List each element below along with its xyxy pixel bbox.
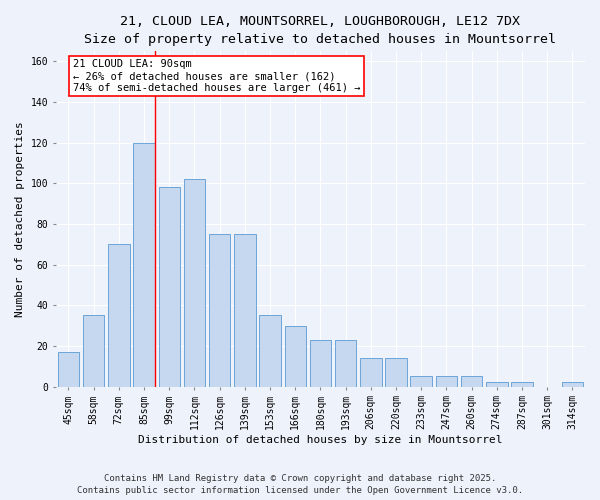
Bar [486, 382, 508, 386]
Bar [158, 188, 180, 386]
Bar [209, 234, 230, 386]
Bar [284, 326, 306, 386]
Text: 21 CLOUD LEA: 90sqm
← 26% of detached houses are smaller (162)
74% of semi-detac: 21 CLOUD LEA: 90sqm ← 26% of detached ho… [73, 60, 361, 92]
Bar [410, 376, 432, 386]
Bar [184, 180, 205, 386]
Bar [335, 340, 356, 386]
Text: Contains HM Land Registry data © Crown copyright and database right 2025.
Contai: Contains HM Land Registry data © Crown c… [77, 474, 523, 495]
Bar [58, 352, 79, 386]
Bar [83, 316, 104, 386]
Bar [461, 376, 482, 386]
Title: 21, CLOUD LEA, MOUNTSORREL, LOUGHBOROUGH, LE12 7DX
Size of property relative to : 21, CLOUD LEA, MOUNTSORREL, LOUGHBOROUGH… [85, 15, 556, 46]
Bar [511, 382, 533, 386]
Bar [562, 382, 583, 386]
Bar [259, 316, 281, 386]
Bar [108, 244, 130, 386]
Bar [234, 234, 256, 386]
Bar [310, 340, 331, 386]
Y-axis label: Number of detached properties: Number of detached properties [15, 121, 25, 317]
X-axis label: Distribution of detached houses by size in Mountsorrel: Distribution of detached houses by size … [138, 435, 503, 445]
Bar [385, 358, 407, 386]
Bar [133, 143, 155, 386]
Bar [360, 358, 382, 386]
Bar [436, 376, 457, 386]
